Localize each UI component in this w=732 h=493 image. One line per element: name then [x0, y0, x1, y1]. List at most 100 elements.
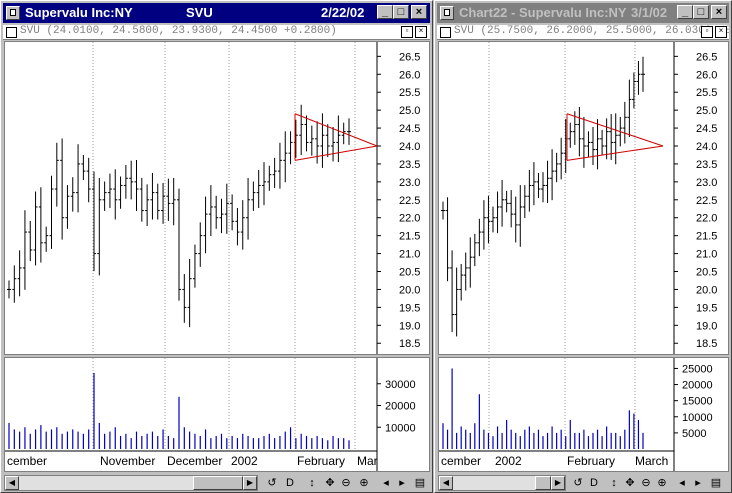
price-tick-label: 20.5	[696, 267, 717, 279]
price-tick-label: 25.5	[696, 87, 717, 99]
price-info-bar: SVU (25.7500, 26.2000, 25.5000, 26.0300 …	[437, 25, 729, 40]
pane-close-icon[interactable]: ×	[715, 26, 727, 38]
scroll-back-icon[interactable]: ◂	[383, 477, 389, 489]
close-button[interactable]: ×	[411, 5, 427, 19]
price-tick-label: 24.5	[399, 123, 420, 135]
move-icon[interactable]: ✥	[625, 477, 635, 489]
price-tick-label: 23.5	[696, 159, 717, 171]
time-tick-label: 2002	[231, 454, 258, 468]
scroll-thumb[interactable]	[193, 476, 243, 490]
price-tick-label: 22.0	[399, 213, 420, 225]
time-tick-label: 2002	[495, 454, 522, 468]
close-button[interactable]: ×	[711, 5, 727, 19]
price-pane[interactable]: 26.5 26.0 25.5 25.0 24.5 24.0 23.5 23.0 22.5 22.0…	[4, 41, 430, 355]
price-tick-label: 19.0	[399, 320, 420, 332]
pane-maximize-icon[interactable]: ▫	[701, 26, 713, 38]
price-tick-label: 21.0	[696, 249, 717, 261]
pane-close-icon[interactable]: ×	[415, 26, 427, 38]
price-tick-label: 24.5	[696, 123, 717, 135]
time-tick-label: February	[297, 454, 345, 468]
zoom-out-icon[interactable]: ⊖	[641, 477, 651, 489]
price-tick-label: 26.5	[696, 51, 717, 63]
price-pane[interactable]: 26.5 26.0 25.5 25.0 24.5 24.0 23.5 23.0 22.5 22.0…	[438, 41, 729, 355]
refresh-icon[interactable]: ↺	[573, 477, 583, 489]
price-tick-label: 25.0	[696, 105, 717, 117]
refresh-icon[interactable]: ↺	[267, 477, 277, 489]
zoom-out-icon[interactable]: ⊖	[341, 477, 351, 489]
bottom-toolbar: ◀ ▶ ↺ D ↕ ✥ ⊖ ⊕ ◂ ▸ ▤	[437, 474, 729, 492]
study-box-icon[interactable]	[440, 27, 451, 38]
volume-tick-label: 25000	[682, 363, 713, 375]
time-tick-label: cember	[7, 454, 47, 468]
scroll-forward-icon[interactable]: ▸	[695, 477, 701, 489]
price-info-text: SVU (25.7500, 26.2000, 25.5000, 26.0300 …	[454, 25, 729, 37]
format-icon[interactable]: ▤	[414, 477, 426, 489]
chart-window-left[interactable]: Supervalu Inc:NY SVU 2/22/02 _ □ × SVU (…	[0, 0, 433, 493]
price-tick-label: 23.0	[399, 177, 420, 189]
data-window-icon[interactable]: D	[590, 477, 598, 489]
format-icon[interactable]: ▤	[710, 477, 722, 489]
zoom-in-icon[interactable]: ⊕	[359, 477, 369, 489]
title-bar[interactable]: Supervalu Inc:NY SVU 2/22/02 _ □ ×	[3, 3, 430, 23]
pane-maximize-icon[interactable]: ▫	[401, 26, 413, 38]
volume-tick-label: 20000	[385, 401, 416, 413]
price-chart: 26.5 26.0 25.5 25.0 24.5 24.0 23.5 23.0 22.5 22.0…	[441, 42, 717, 354]
minimize-button[interactable]: _	[677, 5, 693, 19]
price-tick-label: 20.5	[399, 267, 420, 279]
bottom-toolbar: ◀ ▶ ↺ D ↕ ✥ ⊖ ⊕ ◂ ▸ ▤	[3, 474, 430, 492]
maximize-button[interactable]: □	[693, 5, 709, 19]
vertical-scale-icon[interactable]: ↕	[611, 477, 617, 489]
title-bar[interactable]: Chart22 - Supervalu Inc:NY 3/1/02 _ □ ×	[437, 3, 729, 23]
volume-tick-label: 10000	[682, 412, 713, 424]
horizontal-scrollbar[interactable]: ◀ ▶	[4, 475, 258, 491]
price-tick-label: 19.5	[696, 302, 717, 314]
volume-tick-label: 20000	[682, 380, 713, 392]
minimize-button[interactable]: _	[377, 5, 393, 19]
time-tick-label: March	[635, 454, 668, 468]
move-icon[interactable]: ✥	[325, 477, 335, 489]
price-tick-label: 22.5	[696, 195, 717, 207]
maximize-button[interactable]: □	[393, 5, 409, 19]
zoom-in-icon[interactable]: ⊕	[657, 477, 667, 489]
price-tick-label: 21.0	[399, 249, 420, 261]
volume-tick-label: 30000	[385, 379, 416, 391]
time-tick-label: cember	[441, 454, 481, 468]
price-tick-label: 25.0	[399, 105, 420, 117]
scroll-right-button[interactable]: ▶	[551, 476, 565, 490]
price-tick-label: 19.5	[399, 302, 420, 314]
volume-pane[interactable]: 25000 20000 15000 10000 5000 cember 2002 Februa…	[438, 357, 729, 472]
price-tick-label: 24.0	[399, 141, 420, 153]
chart-window-right[interactable]: Chart22 - Supervalu Inc:NY 3/1/02 _ □ × …	[434, 0, 732, 493]
price-tick-label: 20.0	[696, 284, 717, 296]
time-tick-label: December	[167, 454, 222, 468]
price-tick-label: 23.0	[696, 177, 717, 189]
window-title: Supervalu Inc:NY	[25, 5, 133, 20]
scroll-left-button[interactable]: ◀	[5, 476, 19, 490]
vertical-scale-icon[interactable]: ↕	[309, 477, 315, 489]
scroll-forward-icon[interactable]: ▸	[399, 477, 405, 489]
window-date: 2/22/02	[321, 5, 365, 20]
price-tick-label: 21.5	[399, 231, 420, 243]
volume-tick-label: 5000	[682, 428, 706, 440]
data-window-icon[interactable]: D	[286, 477, 294, 489]
scroll-left-button[interactable]: ◀	[439, 476, 453, 490]
study-box-icon[interactable]	[6, 27, 17, 38]
scroll-back-icon[interactable]: ◂	[679, 477, 685, 489]
window-menu-icon[interactable]	[440, 6, 454, 20]
price-tick-label: 21.5	[696, 231, 717, 243]
price-info-text: SVU (24.0100, 24.5800, 23.9300, 24.4500 …	[20, 25, 337, 37]
price-tick-label: 25.5	[399, 87, 420, 99]
triangle-upper-line	[566, 113, 664, 147]
volume-pane[interactable]: 30000 20000 10000 cember November December 200…	[4, 357, 430, 472]
horizontal-scrollbar[interactable]: ◀ ▶	[438, 475, 566, 491]
scroll-right-button[interactable]: ▶	[243, 476, 257, 490]
volume-chart: 30000 20000 10000 cember November December 200…	[5, 358, 416, 471]
volume-tick-label: 15000	[682, 396, 713, 408]
scroll-thumb[interactable]	[535, 476, 551, 490]
triangle-lower-line	[566, 145, 664, 161]
time-tick-label: February	[567, 454, 615, 468]
price-tick-label: 20.0	[399, 284, 420, 296]
price-tick-label: 26.5	[399, 51, 420, 63]
triangle-upper-line	[294, 113, 378, 147]
window-menu-icon[interactable]	[6, 6, 20, 20]
